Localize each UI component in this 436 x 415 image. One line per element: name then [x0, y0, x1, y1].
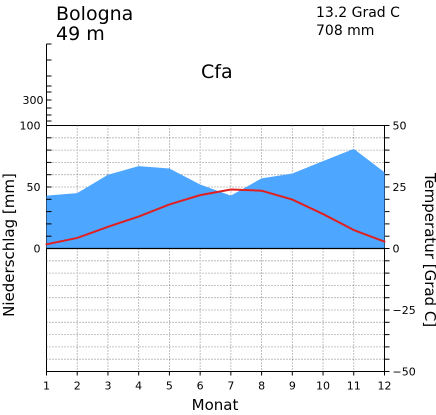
temperature-axis-label: Temperatur [Grad C] — [421, 172, 436, 327]
station-name: Bologna — [56, 3, 133, 25]
precipitation-axis: 300 100 50 0 — [20, 43, 52, 256]
month-tick-label: 8 — [258, 380, 265, 393]
climate-classification: Cfa — [201, 61, 233, 83]
station-elevation: 49 m — [56, 23, 105, 45]
precipitation-tick-label: 50 — [27, 181, 41, 194]
precipitation-tick-label: 0 — [34, 243, 41, 256]
precipitation-tick-label: 300 — [23, 94, 44, 107]
month-axis-label: Monat — [192, 396, 239, 414]
temperature-tick-label: 25 — [393, 181, 407, 194]
temperature-tick-label: −25 — [393, 304, 416, 317]
month-tick-label: 4 — [135, 380, 142, 393]
temperature-tick-label: 0 — [393, 243, 400, 256]
temperature-line — [45, 188, 386, 246]
temperature-tick-label: 50 — [393, 120, 407, 133]
temperature-axis: 50 25 0 −25 −50 — [384, 120, 416, 379]
month-tick-label: 3 — [104, 380, 111, 393]
precipitation-axis-label: Niederschlag [mm] — [0, 173, 18, 317]
month-tick-label: 5 — [166, 380, 173, 393]
precipitation-tick-label: 100 — [20, 120, 41, 133]
temperature-tick-label: −50 — [393, 366, 416, 379]
annual-precipitation: 708 mm — [316, 23, 374, 39]
month-tick-label: 1 — [43, 380, 50, 393]
month-tick-label: 12 — [378, 380, 392, 393]
month-tick-label: 10 — [316, 380, 330, 393]
month-axis: 1 2 3 4 5 6 7 8 9 10 11 12 — [43, 371, 392, 393]
month-tick-label: 9 — [289, 380, 296, 393]
month-tick-label: 11 — [347, 380, 361, 393]
month-tick-label: 2 — [74, 380, 81, 393]
month-tick-label: 6 — [197, 380, 204, 393]
precipitation-area — [46, 148, 385, 249]
mean-temperature: 13.2 Grad C — [316, 5, 400, 21]
month-tick-label: 7 — [227, 380, 234, 393]
